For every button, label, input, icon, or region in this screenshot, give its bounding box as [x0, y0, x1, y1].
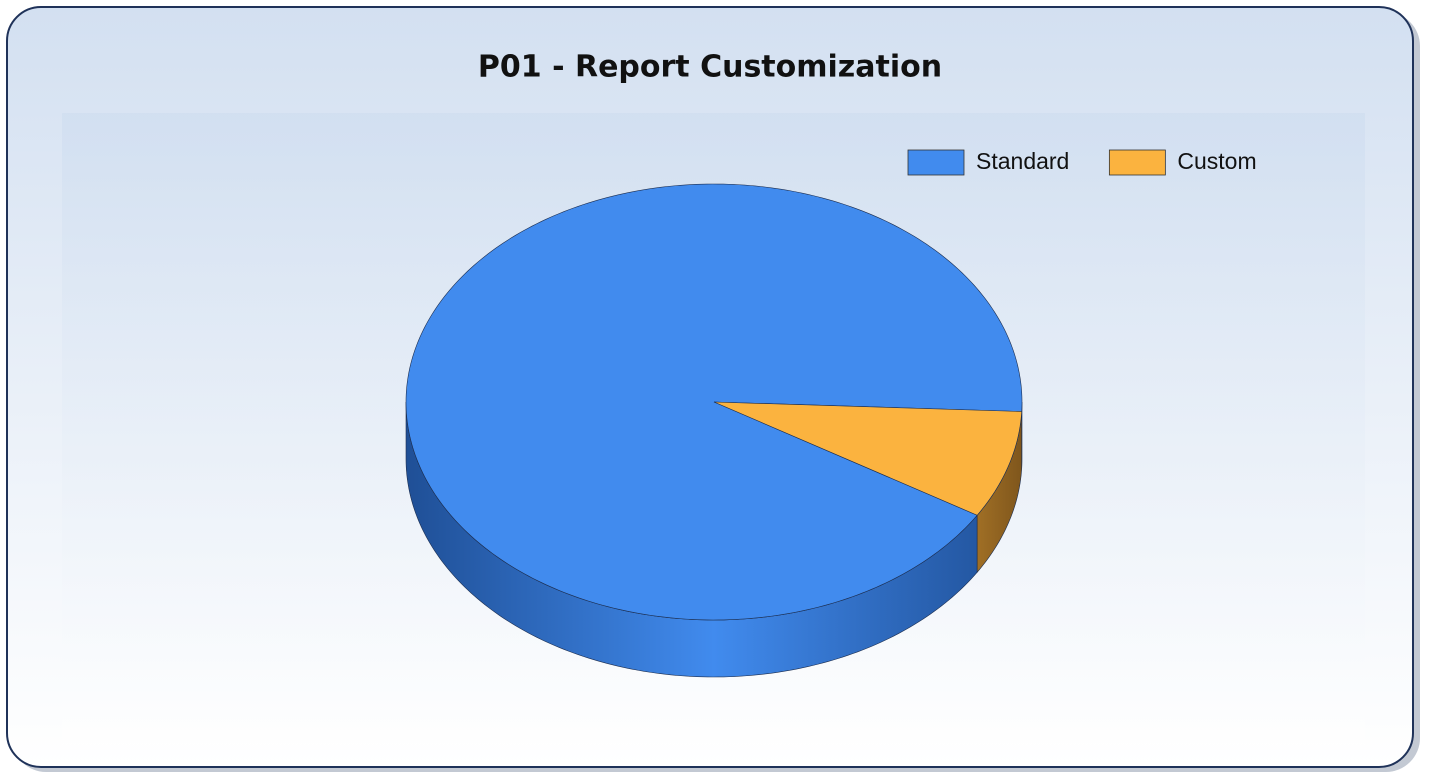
chart-title: P01 - Report Customization: [478, 50, 942, 85]
legend-label: Standard: [976, 148, 1069, 174]
legend-swatch: [908, 150, 964, 175]
legend-swatch: [1109, 150, 1165, 175]
pie: [406, 184, 1022, 677]
legend-label: Custom: [1177, 148, 1256, 174]
